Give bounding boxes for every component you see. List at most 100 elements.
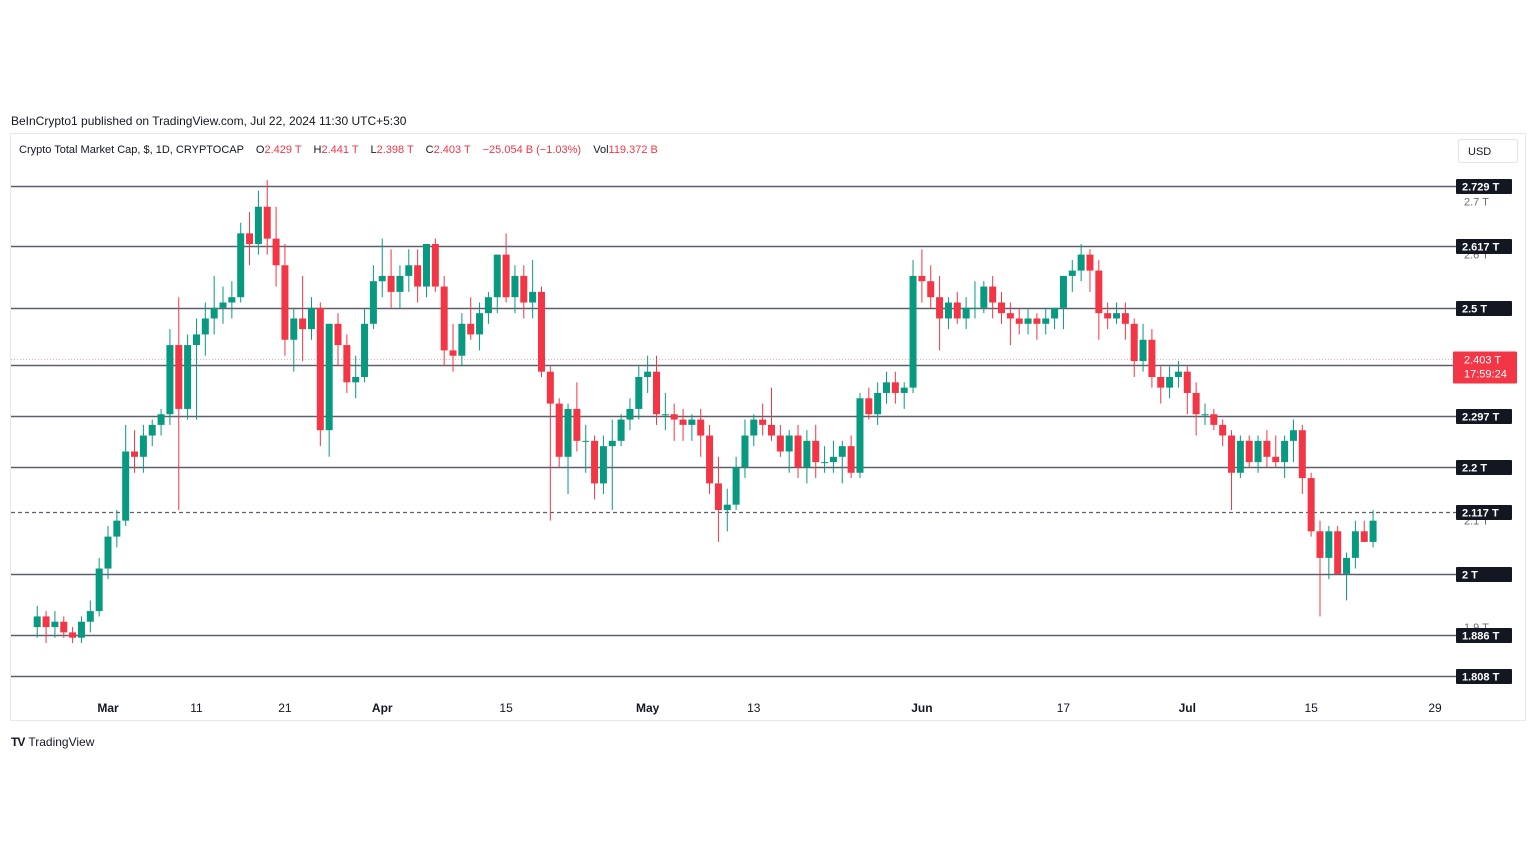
candle[interactable] bbox=[33, 605, 41, 638]
candle[interactable] bbox=[785, 430, 793, 473]
candle[interactable] bbox=[299, 275, 307, 362]
candle[interactable] bbox=[1104, 302, 1112, 330]
candle[interactable] bbox=[608, 419, 616, 511]
candle[interactable] bbox=[1307, 472, 1315, 537]
candle[interactable] bbox=[1077, 243, 1085, 282]
candle[interactable] bbox=[387, 249, 395, 308]
candle[interactable] bbox=[652, 355, 660, 425]
candle[interactable] bbox=[1263, 430, 1271, 468]
candle[interactable] bbox=[1201, 403, 1209, 425]
candle[interactable] bbox=[776, 424, 784, 457]
candle[interactable] bbox=[440, 275, 448, 367]
candle[interactable] bbox=[476, 302, 484, 351]
candle[interactable] bbox=[139, 424, 147, 473]
candle[interactable] bbox=[157, 408, 165, 436]
candle[interactable] bbox=[1245, 435, 1253, 468]
candle[interactable] bbox=[254, 190, 262, 255]
currency-button[interactable]: USD bbox=[1458, 139, 1518, 163]
candle[interactable] bbox=[829, 440, 837, 473]
candle[interactable] bbox=[42, 611, 50, 644]
candle[interactable] bbox=[1042, 307, 1050, 335]
candle[interactable] bbox=[290, 307, 298, 372]
candle[interactable] bbox=[1139, 323, 1147, 372]
candle[interactable] bbox=[484, 291, 492, 324]
candle[interactable] bbox=[706, 424, 714, 495]
candle[interactable] bbox=[1086, 249, 1094, 292]
candle[interactable] bbox=[1183, 366, 1191, 415]
candle[interactable] bbox=[352, 355, 360, 399]
candle[interactable] bbox=[555, 398, 563, 468]
candle[interactable] bbox=[962, 297, 970, 330]
candle[interactable] bbox=[422, 243, 430, 298]
candle[interactable] bbox=[1210, 408, 1218, 431]
candle[interactable] bbox=[131, 430, 139, 473]
candle[interactable] bbox=[883, 371, 891, 404]
candle[interactable] bbox=[343, 334, 351, 393]
candle[interactable] bbox=[688, 414, 696, 441]
candle[interactable] bbox=[1166, 366, 1174, 399]
candle[interactable] bbox=[909, 259, 917, 393]
candle[interactable] bbox=[95, 557, 103, 617]
candle[interactable] bbox=[148, 419, 156, 447]
candle[interactable] bbox=[1192, 382, 1200, 436]
candle[interactable] bbox=[750, 414, 758, 447]
candle[interactable] bbox=[1006, 302, 1014, 346]
candle[interactable] bbox=[307, 297, 315, 340]
candle[interactable] bbox=[812, 424, 820, 479]
candle[interactable] bbox=[723, 488, 731, 532]
candle[interactable] bbox=[697, 408, 705, 457]
candle[interactable] bbox=[599, 435, 607, 495]
candle[interactable] bbox=[971, 281, 979, 319]
candle[interactable] bbox=[1157, 366, 1165, 404]
candle[interactable] bbox=[1360, 520, 1368, 542]
candle[interactable] bbox=[803, 430, 811, 484]
candle[interactable] bbox=[582, 424, 590, 473]
candle[interactable] bbox=[1113, 302, 1121, 324]
candle[interactable] bbox=[361, 307, 369, 383]
candle[interactable] bbox=[529, 259, 537, 319]
candle[interactable] bbox=[1343, 552, 1351, 601]
candle[interactable] bbox=[821, 446, 829, 473]
candle[interactable] bbox=[1298, 424, 1306, 495]
candle[interactable] bbox=[1174, 361, 1182, 388]
candle[interactable] bbox=[86, 600, 94, 633]
candle[interactable] bbox=[228, 281, 236, 319]
candle[interactable] bbox=[1015, 307, 1023, 335]
candle[interactable] bbox=[1325, 525, 1333, 580]
candle[interactable] bbox=[591, 435, 599, 500]
candle[interactable] bbox=[237, 222, 245, 303]
candle[interactable] bbox=[1316, 520, 1324, 617]
candle[interactable] bbox=[1254, 435, 1262, 473]
candle[interactable] bbox=[1219, 419, 1227, 447]
candle[interactable] bbox=[874, 382, 882, 425]
candle[interactable] bbox=[219, 286, 227, 324]
candle[interactable] bbox=[60, 616, 68, 638]
candle[interactable] bbox=[944, 297, 952, 330]
candle[interactable] bbox=[794, 424, 802, 479]
candle[interactable] bbox=[953, 291, 961, 324]
candle[interactable] bbox=[759, 403, 767, 436]
candle[interactable] bbox=[537, 286, 545, 377]
candle[interactable] bbox=[1033, 313, 1041, 340]
candle[interactable] bbox=[900, 382, 908, 409]
candle[interactable] bbox=[865, 387, 873, 420]
candle[interactable] bbox=[316, 302, 324, 447]
candle[interactable] bbox=[272, 206, 280, 287]
candle[interactable] bbox=[502, 233, 510, 303]
candle[interactable] bbox=[714, 456, 722, 542]
candle[interactable] bbox=[166, 329, 174, 425]
candle[interactable] bbox=[334, 313, 342, 367]
candle[interactable] bbox=[378, 238, 386, 298]
candle[interactable] bbox=[369, 265, 377, 330]
candle[interactable] bbox=[644, 355, 652, 393]
candle[interactable] bbox=[1236, 435, 1244, 479]
candle[interactable] bbox=[263, 180, 271, 255]
candle[interactable] bbox=[1148, 329, 1156, 388]
candle[interactable] bbox=[467, 297, 475, 340]
candle[interactable] bbox=[847, 435, 855, 479]
candle[interactable] bbox=[1130, 318, 1138, 377]
candle[interactable] bbox=[210, 275, 218, 335]
candle[interactable] bbox=[325, 323, 333, 457]
candle[interactable] bbox=[281, 243, 289, 356]
